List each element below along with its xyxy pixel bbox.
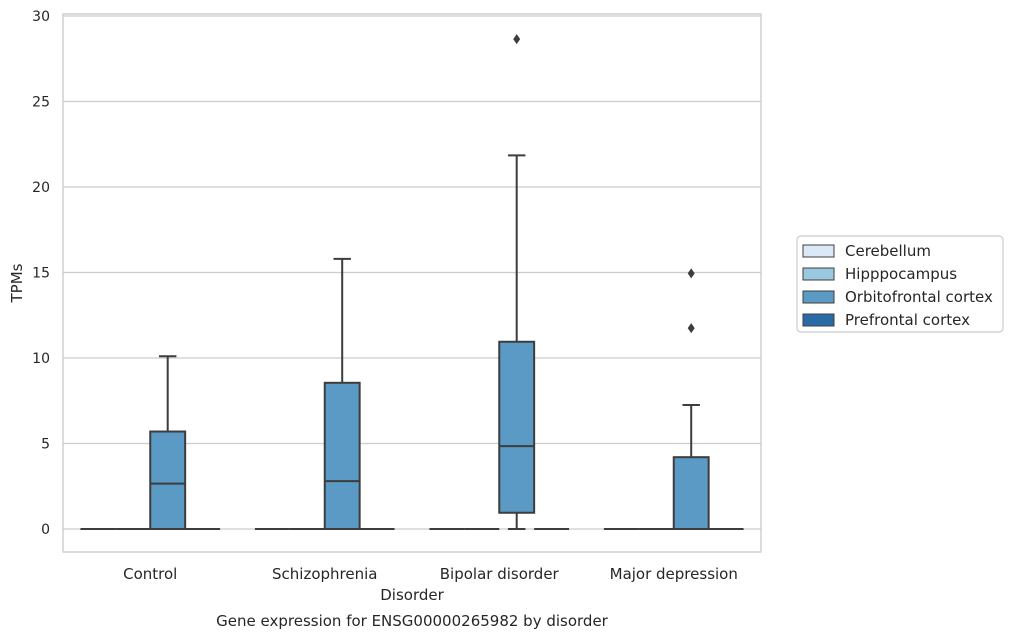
legend-label: Hipppocampus bbox=[845, 265, 957, 283]
legend-swatch bbox=[802, 267, 835, 281]
legend-swatch bbox=[802, 290, 835, 304]
x-tick-label: Schizophrenia bbox=[272, 565, 377, 583]
y-tick-label: 20 bbox=[32, 180, 50, 196]
outlier-point bbox=[687, 323, 695, 334]
box-body bbox=[498, 340, 536, 514]
x-tick-label: Bipolar disorder bbox=[440, 565, 560, 583]
legend-frame bbox=[796, 235, 1004, 333]
legend-label: Prefrontal cortex bbox=[845, 311, 970, 329]
x-tick-label: Control bbox=[123, 565, 177, 583]
y-tick-labels: 0 5 10 15 20 25 30 bbox=[32, 9, 50, 538]
legend-label: Cerebellum bbox=[845, 242, 931, 260]
box-body bbox=[672, 456, 710, 530]
y-tick-label: 10 bbox=[32, 351, 50, 367]
box-orbitofrontal-cortex bbox=[323, 257, 361, 531]
y-tick-label: 5 bbox=[41, 437, 50, 453]
plot-frame bbox=[62, 13, 762, 553]
y-tick-label: 30 bbox=[32, 9, 50, 25]
x-tick-label: Major depression bbox=[610, 565, 738, 583]
box-plot-marks bbox=[80, 34, 744, 531]
y-axis-label: TPMs bbox=[8, 263, 26, 303]
legend: Cerebellum Hipppocampus Orbitofrontal cort… bbox=[796, 235, 1004, 333]
outlier-point bbox=[513, 34, 521, 45]
box-body bbox=[323, 381, 361, 531]
outlier-point bbox=[687, 268, 695, 279]
legend-label: Orbitofrontal cortex bbox=[845, 288, 993, 306]
legend-swatch bbox=[802, 313, 835, 327]
box-orbitofrontal-cortex bbox=[149, 355, 187, 530]
x-axis-label: Disorder bbox=[380, 586, 444, 604]
x-tick-labels: Control Schizophrenia Bipolar disorder Majo… bbox=[123, 565, 738, 583]
y-tick-label: 15 bbox=[32, 266, 50, 282]
y-tick-label: 0 bbox=[41, 522, 50, 538]
y-tick-label: 25 bbox=[32, 95, 50, 111]
box-body bbox=[149, 430, 187, 530]
box-orbitofrontal-cortex bbox=[498, 34, 536, 530]
figure-caption: Gene expression for ENSG00000265982 by d… bbox=[216, 612, 609, 630]
legend-swatch bbox=[802, 244, 835, 258]
box-orbitofrontal-cortex bbox=[672, 268, 710, 530]
